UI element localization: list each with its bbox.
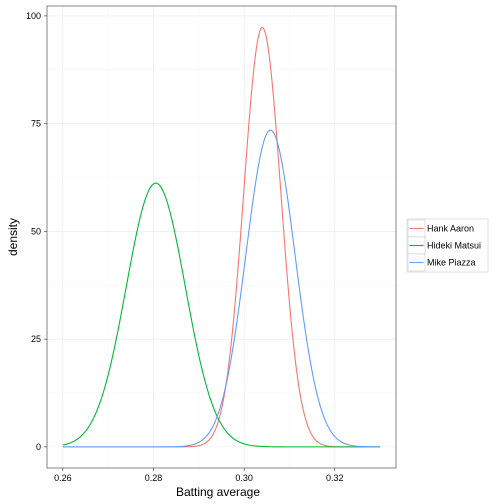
legend-label: Hank Aaron	[427, 224, 474, 234]
y-tick-label: 100	[26, 11, 41, 21]
legend-label: Mike Piazza	[427, 258, 476, 268]
x-axis: 0.26 0.28 0.30 0.32	[54, 468, 344, 483]
legend: Hank Aaron Hideki Matsui Mike Piazza	[406, 218, 489, 273]
y-tick-label: 0	[36, 442, 41, 452]
x-tick-label: 0.32	[326, 473, 344, 483]
grid	[47, 6, 396, 468]
x-tick-label: 0.28	[145, 473, 163, 483]
x-tick-label: 0.26	[54, 473, 72, 483]
x-axis-title: Batting average	[176, 485, 260, 499]
series-line-1	[62, 182, 381, 448]
y-tick-label: 25	[31, 334, 41, 344]
legend-label: Hideki Matsui	[427, 241, 481, 251]
y-tick-label: 75	[31, 119, 41, 129]
y-tick-label: 50	[31, 226, 41, 236]
series-lines	[62, 27, 381, 448]
y-axis: 0 25 50 75 100	[26, 11, 47, 452]
y-axis-title: density	[6, 218, 20, 256]
series-line-2	[62, 129, 381, 448]
plot-panel-border	[46, 5, 397, 469]
x-tick-label: 0.30	[235, 473, 253, 483]
series-line-0	[62, 27, 381, 448]
